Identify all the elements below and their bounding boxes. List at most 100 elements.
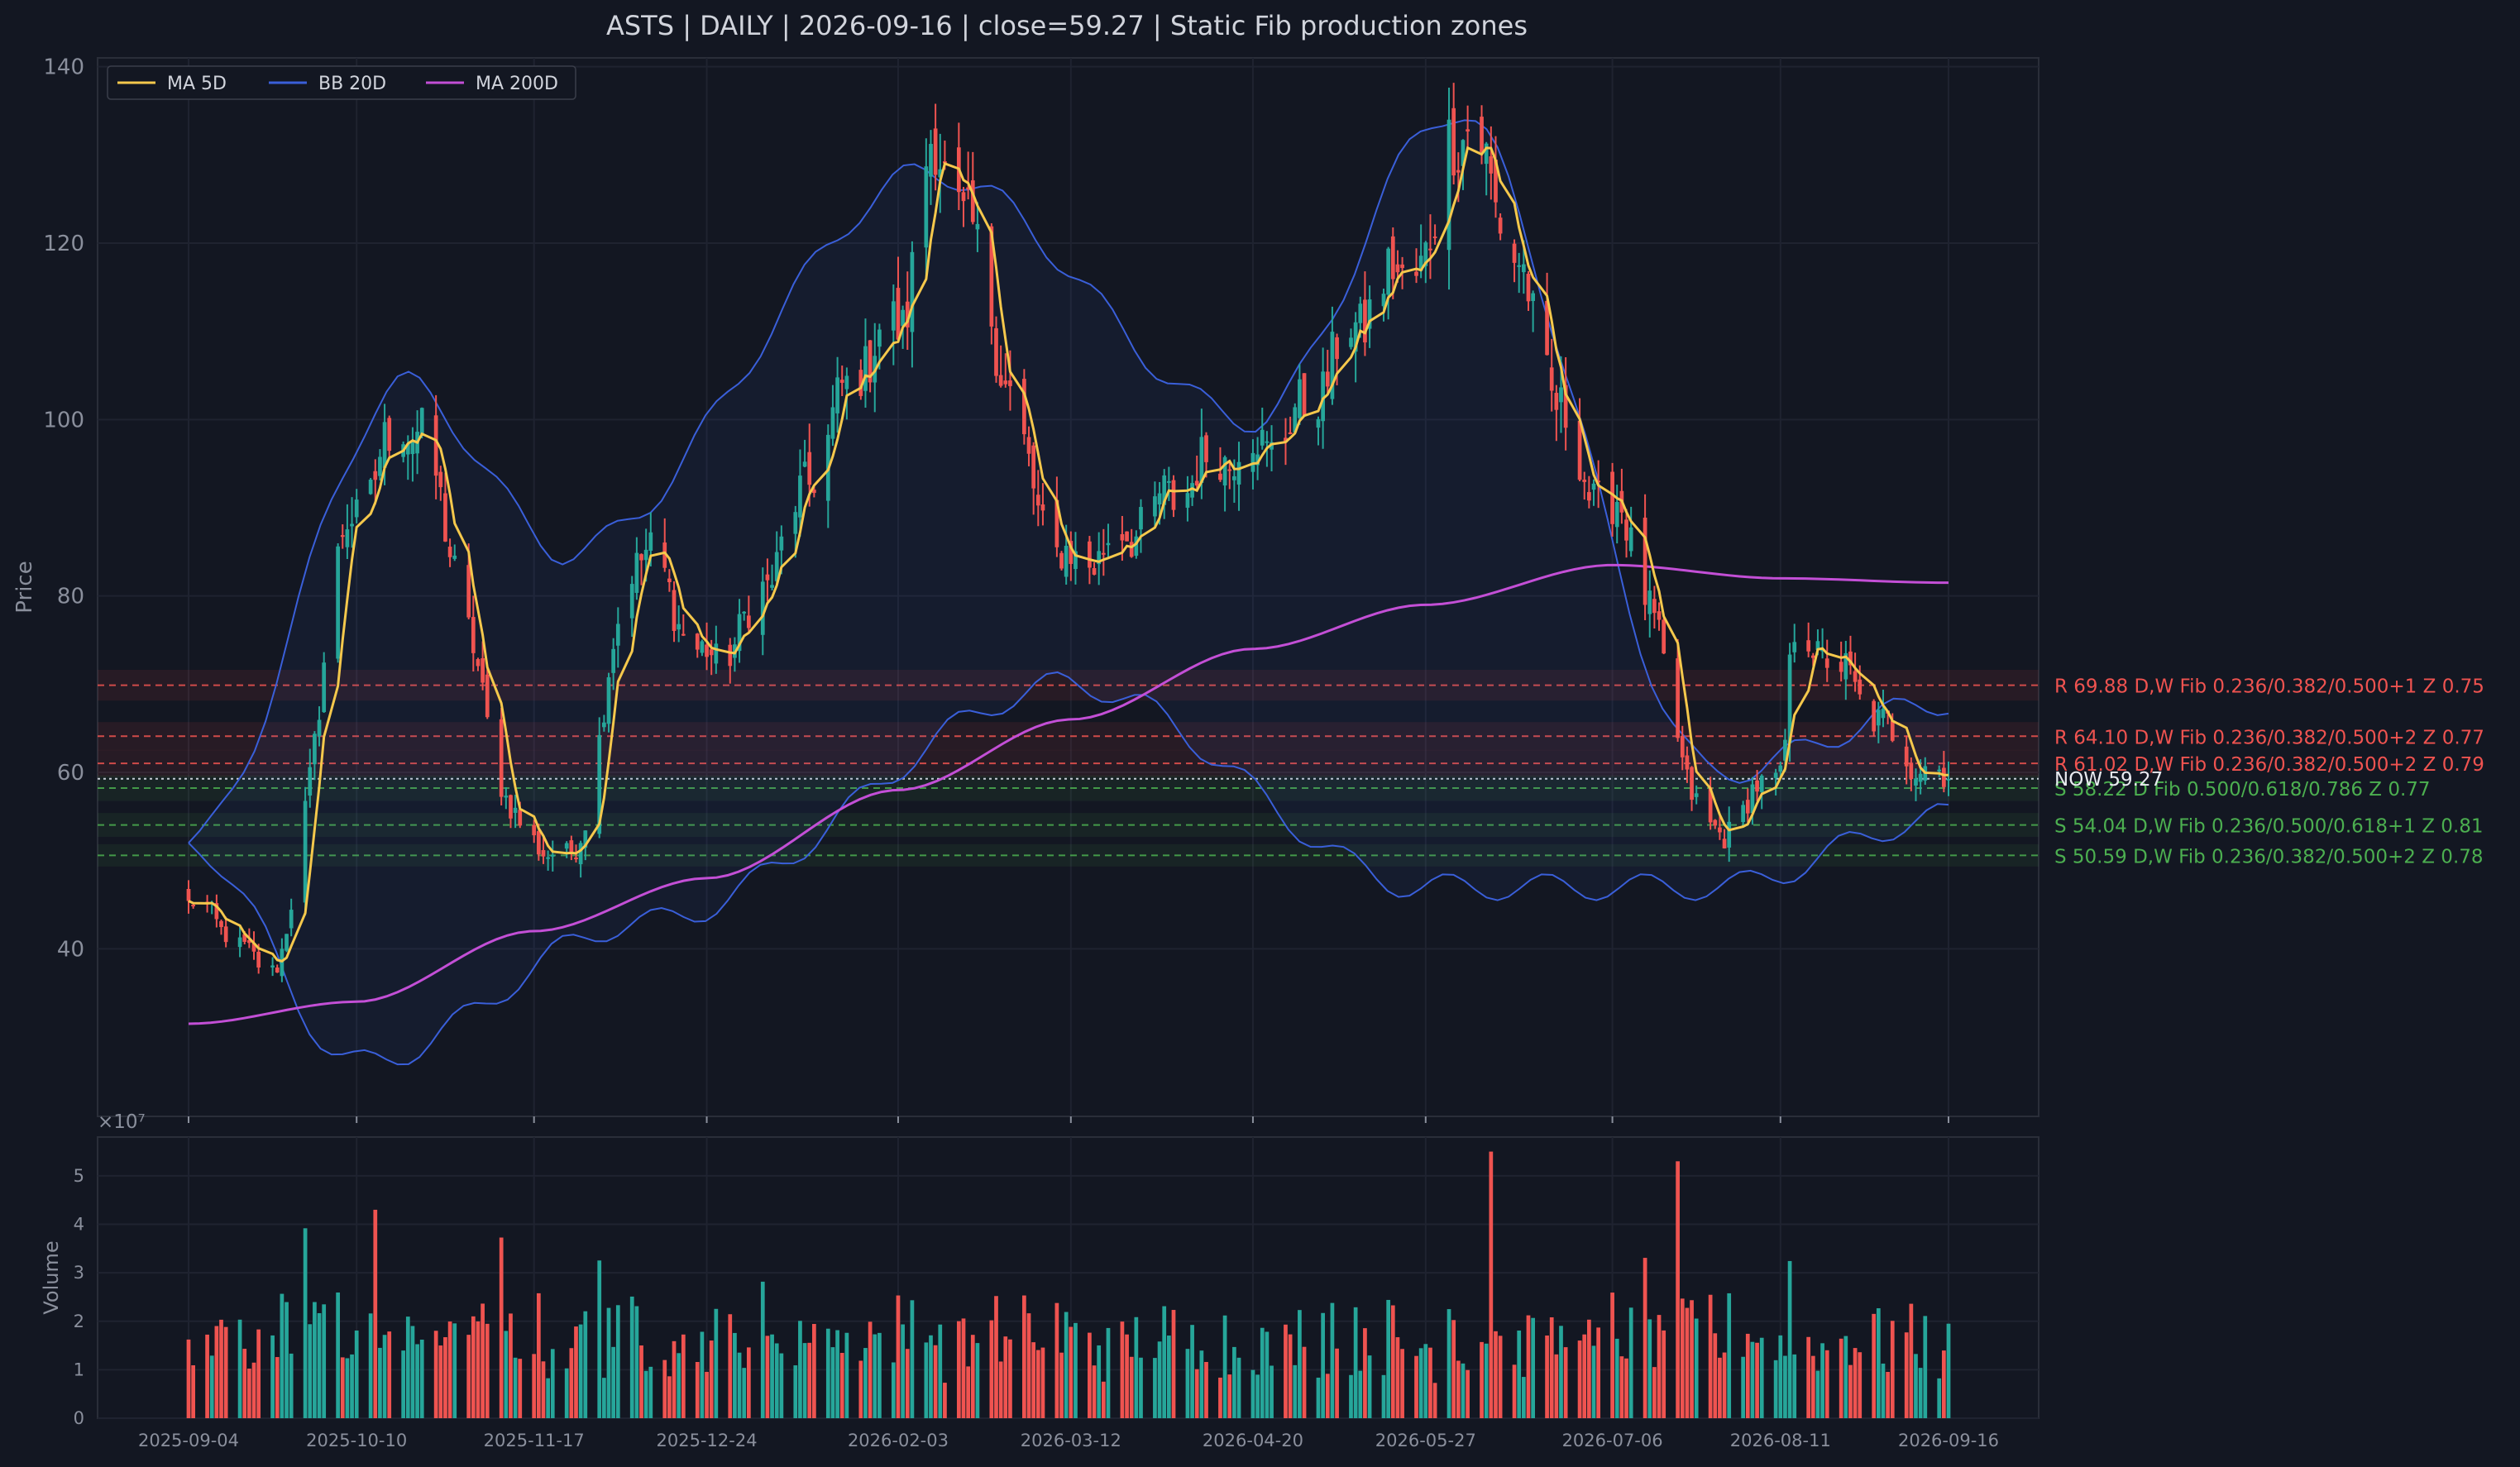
- volume-bar: [896, 1295, 901, 1418]
- candle-body: [667, 578, 672, 582]
- volume-bar: [186, 1339, 191, 1418]
- volume-bar: [1418, 1348, 1423, 1418]
- candle-body: [1624, 519, 1628, 541]
- volume-bar: [1358, 1370, 1363, 1418]
- volume-bar: [419, 1339, 424, 1418]
- candle-body: [509, 795, 513, 819]
- candle-body: [1414, 271, 1418, 276]
- volume-bar: [1260, 1327, 1265, 1418]
- candle-body: [504, 796, 509, 798]
- volume-bar: [672, 1340, 677, 1418]
- volume-bar: [1288, 1334, 1293, 1418]
- volume-bar: [924, 1342, 929, 1418]
- candle-body: [280, 949, 285, 977]
- volume-bar: [275, 1357, 280, 1418]
- volume-bar: [905, 1349, 910, 1418]
- volume-bar: [1494, 1331, 1498, 1418]
- time-tick-label: 2026-07-06: [1562, 1431, 1663, 1450]
- volume-bar: [1456, 1360, 1461, 1418]
- candle-body: [564, 843, 569, 849]
- candle-body: [1577, 420, 1582, 480]
- candle-body: [602, 722, 606, 728]
- volume-bar: [1395, 1337, 1400, 1418]
- volume-bar: [433, 1331, 438, 1418]
- volume-bar: [223, 1326, 228, 1418]
- level-label: S 50.59 D,W Fib 0.236/0.382/0.500+2 Z 0.…: [2054, 846, 2484, 867]
- volume-bar: [1582, 1334, 1587, 1418]
- volume-bar: [509, 1313, 513, 1418]
- candle-body: [677, 624, 681, 630]
- volume-bar: [550, 1349, 555, 1418]
- volume-bar: [873, 1334, 877, 1418]
- volume-bar: [1941, 1350, 1946, 1418]
- candle-body: [1106, 542, 1111, 546]
- volume-bar: [705, 1371, 709, 1418]
- candle-body: [1194, 480, 1199, 486]
- candle-body: [546, 857, 550, 859]
- volume-bar: [1694, 1318, 1699, 1418]
- candle-body: [1526, 274, 1531, 302]
- candle-body: [1657, 611, 1662, 620]
- candle-body: [742, 611, 747, 614]
- candle-body: [877, 329, 882, 347]
- volume-bar: [313, 1302, 317, 1418]
- candle-body: [289, 910, 294, 929]
- volume-bar: [1619, 1356, 1624, 1418]
- candle-body: [896, 288, 901, 340]
- candle-body: [746, 615, 751, 628]
- volume-bar: [839, 1353, 844, 1418]
- volume-bar: [504, 1331, 509, 1418]
- volume-bar: [1624, 1358, 1628, 1418]
- volume-bar: [368, 1313, 373, 1418]
- candle-body: [1227, 469, 1232, 471]
- candle-body: [863, 346, 868, 391]
- candle-body: [1484, 143, 1489, 165]
- candle-body: [705, 644, 709, 657]
- volume-bar: [1236, 1357, 1241, 1418]
- candle-body: [1097, 551, 1102, 565]
- volume-bar: [1003, 1336, 1008, 1418]
- candle-body: [1153, 496, 1157, 517]
- candle-body: [350, 523, 354, 527]
- candle-body: [1773, 772, 1778, 778]
- candle-body: [905, 301, 910, 327]
- candle-body: [1853, 671, 1858, 682]
- candle-body: [1171, 480, 1176, 510]
- volume-tick-label: 3: [74, 1263, 84, 1283]
- volume-bar: [700, 1331, 705, 1418]
- price-tick-label: 100: [43, 408, 84, 432]
- candle-body: [1026, 437, 1031, 454]
- candle-body: [1662, 619, 1666, 654]
- volume-bar: [546, 1378, 550, 1418]
- price-tick-label: 80: [57, 585, 84, 609]
- volume-bar: [1194, 1369, 1199, 1418]
- time-tick-label: 2025-12-24: [657, 1431, 758, 1450]
- volume-bar: [1727, 1293, 1732, 1418]
- candle-body: [1134, 536, 1139, 557]
- volume-bar: [1298, 1310, 1302, 1418]
- volume-bar: [1848, 1364, 1853, 1418]
- candle-body: [629, 584, 634, 619]
- volume-bar: [447, 1321, 452, 1418]
- volume-bar: [825, 1328, 830, 1418]
- volume-bar: [1270, 1365, 1274, 1418]
- volume-bar: [1647, 1319, 1652, 1418]
- candle-body: [910, 251, 915, 332]
- volume-bar: [1806, 1336, 1811, 1418]
- candle-body: [1255, 454, 1260, 466]
- volume-tick-label: 0: [74, 1408, 84, 1428]
- volume-bar: [1190, 1325, 1194, 1418]
- volume-bar: [1554, 1354, 1559, 1418]
- candle-body: [1783, 739, 1787, 761]
- volume-bar: [1349, 1374, 1353, 1418]
- volume-bar: [1088, 1332, 1092, 1418]
- volume-bar: [466, 1335, 471, 1418]
- volume-bar: [728, 1314, 733, 1418]
- volume-bar: [910, 1300, 915, 1418]
- level-label: S 54.04 D,W Fib 0.236/0.500/0.618+1 Z 0.…: [2054, 816, 2484, 838]
- candle-body: [634, 552, 639, 593]
- candle-body: [322, 662, 327, 713]
- candle-body: [1325, 371, 1330, 387]
